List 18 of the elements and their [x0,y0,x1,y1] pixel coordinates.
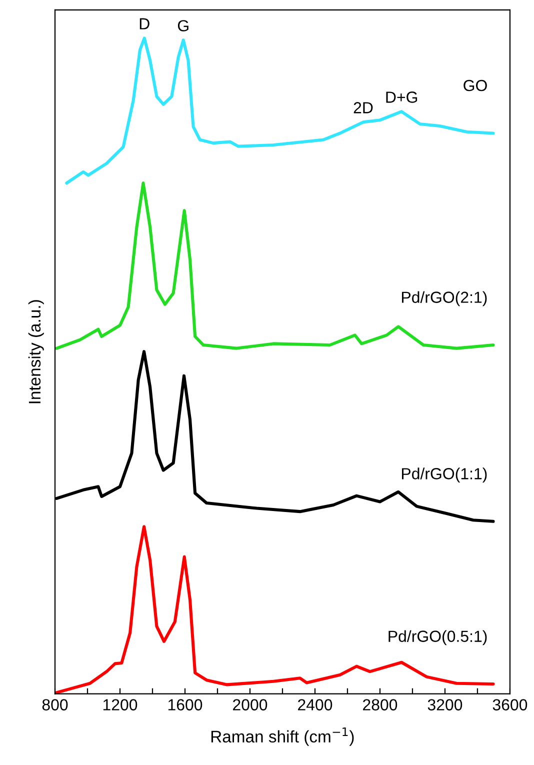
series-label: Pd/rGO(0.5:1) [388,630,487,646]
x-axis-title: Raman shift (cm$^{−1}$) [211,727,354,746]
x-tick-label: 2800 [363,699,398,710]
annotation: G [178,20,188,32]
x-tick-label: 3600 [492,699,528,710]
annotation: 2D [354,102,373,114]
x-tick-label: 1600 [168,699,202,710]
text: GO [464,80,487,92]
series-label: Pd/rGO(1:1) [402,468,487,483]
x-tick-label: 1200 [103,699,138,710]
annotation: D+G [386,92,418,103]
x-tick-label: 2000 [233,699,268,710]
series-label: Pd/rGO(2:1) [402,291,487,306]
x-tick-label: 3200 [428,699,462,710]
x-tick-label: 800 [42,699,68,710]
y-axis-title: Intensity (a.u.) [28,300,44,404]
x-tick-label: 2400 [298,699,332,710]
annotation: D [140,18,150,30]
